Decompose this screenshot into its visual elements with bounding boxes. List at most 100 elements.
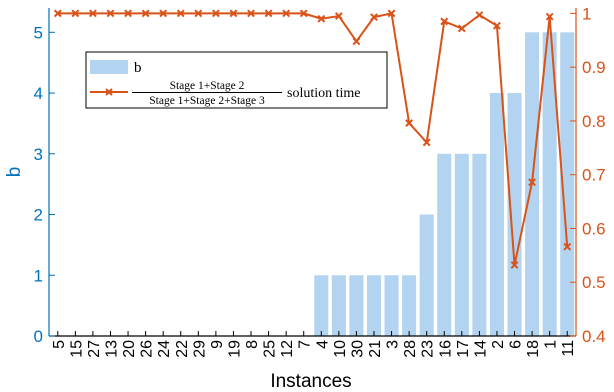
legend-bar-swatch xyxy=(90,60,128,74)
x-tick-label: 28 xyxy=(402,340,419,358)
line-point xyxy=(176,9,185,18)
line-point xyxy=(352,37,361,46)
y-right-tick-label: 0.8 xyxy=(582,112,606,131)
bar xyxy=(489,93,504,336)
legend-suffix: solution time xyxy=(287,86,361,101)
y-left-tick-label: 3 xyxy=(34,145,43,164)
bar xyxy=(366,275,382,336)
line-point xyxy=(124,9,132,18)
legend: b Stage 1+Stage 2 Stage 1+Stage 2+Stage … xyxy=(85,51,388,109)
x-tick-label: 20 xyxy=(121,340,138,358)
line-point xyxy=(53,9,62,18)
y-right-tick-label: 0.7 xyxy=(582,166,606,185)
line-point xyxy=(247,9,255,18)
x-tick-label: 12 xyxy=(279,340,296,358)
legend-fraction-denominator: Stage 1+Stage 2+Stage 3 xyxy=(149,95,265,107)
x-tick-label: 13 xyxy=(103,340,120,358)
bar xyxy=(437,153,452,336)
x-tick-label: 26 xyxy=(139,340,156,358)
x-tick-label: 24 xyxy=(156,340,173,358)
y-left-tick-label: 5 xyxy=(34,23,43,42)
x-tick-label: 4 xyxy=(314,340,331,349)
y-left-tick-label: 1 xyxy=(34,266,43,285)
x-tick-label: 22 xyxy=(174,340,191,358)
line-layer xyxy=(53,9,572,269)
y-right-tick-label: 1 xyxy=(582,4,591,23)
line-point xyxy=(71,9,80,18)
y-right-tick-label: 0.5 xyxy=(582,273,606,292)
bar xyxy=(542,32,557,336)
line-point xyxy=(159,9,168,18)
line-point xyxy=(545,12,554,21)
line-point xyxy=(493,21,501,30)
bars-layer xyxy=(314,32,575,336)
y-right-tick-label: 0.9 xyxy=(582,58,606,77)
y-axis-left-label: b xyxy=(4,167,25,178)
x-tick-label: 8 xyxy=(244,340,261,349)
y-left-tick-label: 4 xyxy=(34,84,43,103)
line-point xyxy=(141,9,150,18)
x-tick-label: 16 xyxy=(437,340,454,358)
line-point xyxy=(422,138,431,147)
x-tick-label: 25 xyxy=(262,340,279,358)
x-tick-label: 21 xyxy=(367,340,384,358)
line-point xyxy=(387,9,396,18)
bar xyxy=(331,275,346,336)
line-point xyxy=(563,242,572,251)
legend-label-b: b xyxy=(134,60,142,76)
y-right-tick-label: 0.6 xyxy=(582,219,606,238)
line-point xyxy=(317,14,326,23)
x-tick-label: 14 xyxy=(472,340,489,358)
x-tick-label: 30 xyxy=(349,340,366,358)
bar xyxy=(402,275,417,336)
line-point xyxy=(89,9,97,18)
x-tick-label: 6 xyxy=(508,340,525,349)
line-point xyxy=(264,9,273,18)
legend-line-marker xyxy=(105,88,113,96)
bar xyxy=(419,214,434,336)
line-point xyxy=(106,9,115,18)
bar xyxy=(472,153,487,336)
line-point xyxy=(229,9,238,18)
x-tick-label: 23 xyxy=(420,340,437,358)
x-tick-label: 5 xyxy=(51,340,68,349)
bar xyxy=(560,32,575,336)
bar xyxy=(349,275,364,336)
x-tick-label: 1 xyxy=(543,340,560,349)
x-tick-label: 18 xyxy=(525,340,542,358)
bar xyxy=(454,153,469,336)
line-point xyxy=(405,119,414,127)
line-point xyxy=(457,24,466,33)
bar xyxy=(314,275,329,336)
y-left-tick-label: 2 xyxy=(34,206,43,225)
x-tick-label: 17 xyxy=(455,340,472,358)
x-axis-label: Instances xyxy=(270,371,351,392)
y-left-tick-label: 0 xyxy=(34,327,43,346)
x-tick-label: 15 xyxy=(68,340,85,358)
line-point xyxy=(370,13,378,22)
y-right-tick-label: 0.4 xyxy=(582,327,606,346)
line-point xyxy=(282,9,291,18)
legend-fraction-numerator: Stage 1+Stage 2 xyxy=(170,80,245,92)
x-tick-label: 3 xyxy=(385,340,402,349)
x-tick-label: 7 xyxy=(297,340,314,349)
axes-layer xyxy=(48,8,577,337)
line-point xyxy=(440,17,449,26)
line-point xyxy=(475,11,484,19)
bar xyxy=(507,93,522,336)
line-point xyxy=(299,9,308,18)
x-tick-label: 2 xyxy=(490,340,507,349)
line-point xyxy=(194,9,203,18)
x-tick-label: 9 xyxy=(209,340,226,349)
line-point xyxy=(510,261,519,269)
x-tick-label: 19 xyxy=(226,340,243,358)
line-point xyxy=(211,9,220,18)
legend-box xyxy=(85,51,388,109)
line-point xyxy=(528,178,536,187)
bar xyxy=(384,275,399,336)
line-point xyxy=(334,12,343,20)
x-tick-label: 11 xyxy=(560,340,577,357)
x-tick-label: 27 xyxy=(86,340,103,358)
